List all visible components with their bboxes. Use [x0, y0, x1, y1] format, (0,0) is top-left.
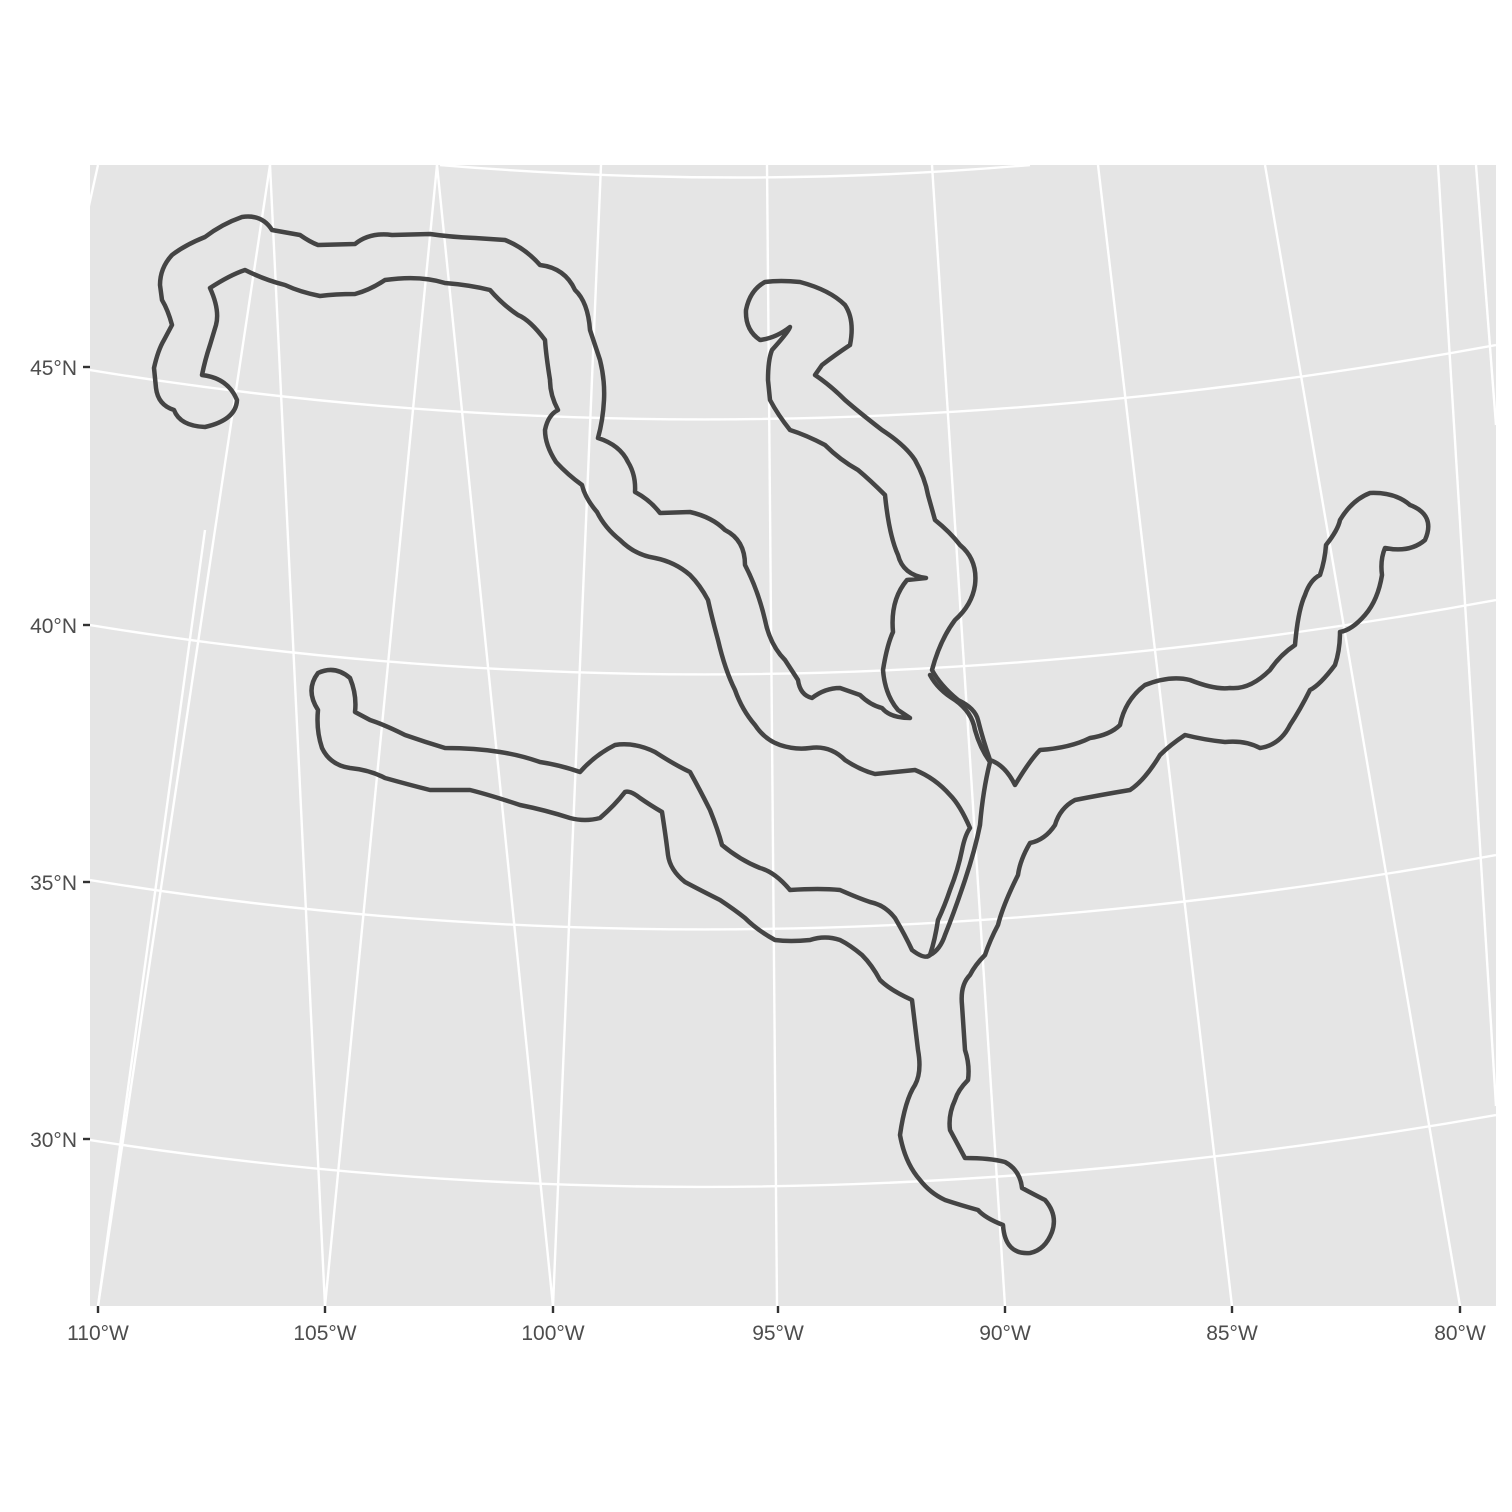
meridian-95w: [551, 165, 603, 1306]
x-label-80w: 80°W: [1434, 1322, 1486, 1345]
buffer-outline-inner: [925, 672, 993, 959]
buffer-outline-outer: [151, 214, 1431, 1256]
parallel-40n: [90, 598, 1496, 676]
x-label-95w: 95°W: [752, 1322, 804, 1345]
panel-background: [90, 165, 1496, 1306]
meridian-80w: [1096, 165, 1234, 1306]
x-label-100w: 100°W: [521, 1322, 584, 1345]
parallel-45n: [90, 343, 1496, 421]
y-label-30n: 30°N: [30, 1129, 77, 1152]
x-label-90w: 90°W: [979, 1322, 1031, 1345]
meridian-105w: [268, 165, 327, 1306]
y-axis: 45°N 40°N 35°N 30°N: [30, 357, 90, 1152]
y-label-40n: 40°N: [30, 615, 77, 638]
river-buffer-outlines: [151, 214, 1431, 1256]
parallel-50n: [439, 165, 1031, 179]
x-axis: 110°W 105°W 100°W 95°W 90°W 85°W 80°W: [67, 1306, 1486, 1345]
meridian-110w-b: [90, 165, 100, 207]
meridian-85w: [930, 165, 1007, 1306]
parallel-35n: [90, 853, 1496, 931]
meridian-70w: [1436, 165, 1496, 1107]
x-label-105w: 105°W: [293, 1322, 356, 1345]
meridian-75w: [1263, 165, 1462, 1306]
graticule: [90, 165, 1496, 1306]
meridian-105w-a: [96, 165, 272, 1306]
y-label-45n: 45°N: [30, 357, 77, 380]
meridian-100w: [435, 165, 555, 1306]
x-label-110w: 110°W: [67, 1322, 129, 1345]
meridian-edge: [1474, 165, 1496, 426]
y-label-35n: 35°N: [30, 872, 77, 895]
x-label-85w: 85°W: [1206, 1322, 1258, 1345]
meridian-100w-a: [323, 165, 439, 1306]
meridian-110w-c: [96, 529, 207, 1306]
